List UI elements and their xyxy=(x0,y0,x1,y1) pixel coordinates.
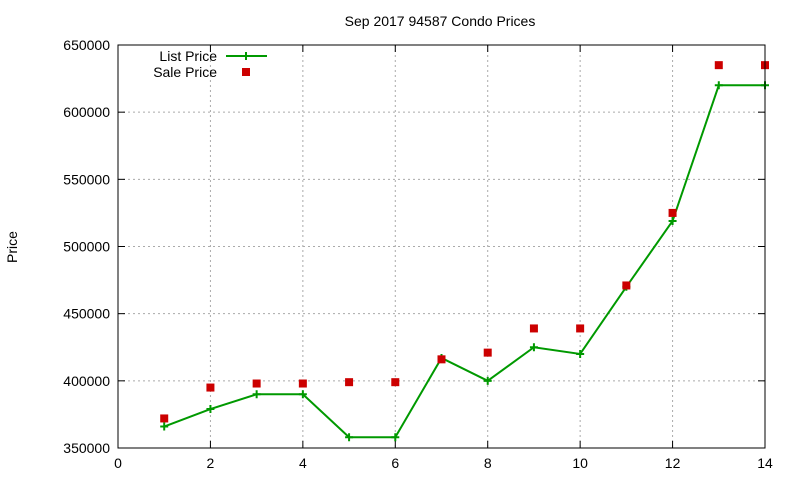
list-price-point xyxy=(668,216,677,225)
list-price-point xyxy=(206,405,215,414)
sale-price-point xyxy=(576,324,585,333)
sale-price-point xyxy=(252,379,261,388)
plot-frame xyxy=(117,44,766,449)
y-tick-label: 600000 xyxy=(63,104,110,120)
x-tick-label: 8 xyxy=(484,455,492,471)
legend-swatch-sale-price xyxy=(242,68,250,76)
list-price-point xyxy=(345,433,354,442)
x-tick-label: 14 xyxy=(757,455,773,471)
legend-label-list-price: List Price xyxy=(159,48,217,64)
legend-label-sale-price: Sale Price xyxy=(153,64,217,80)
sale-price-point xyxy=(529,324,538,333)
y-tick-label: 400000 xyxy=(63,373,110,389)
sale-price-point xyxy=(437,355,446,364)
x-tick-label: 10 xyxy=(572,455,588,471)
list-price-point xyxy=(252,390,261,399)
y-tick-label: 550000 xyxy=(63,171,110,187)
list-price-point xyxy=(391,433,400,442)
y-tick-label: 450000 xyxy=(63,306,110,322)
x-tick-label: 6 xyxy=(391,455,399,471)
x-tick-label: 4 xyxy=(299,455,307,471)
y-tick-label: 650000 xyxy=(63,37,110,53)
sale-price-point xyxy=(622,281,631,290)
y-tick-label: 350000 xyxy=(63,440,110,456)
ticks: 0 2 4 6 8 10 12 14 350000 400000 450000 500000 55000… xyxy=(63,37,773,471)
sale-price-point xyxy=(298,379,307,388)
y-axis-label: Price xyxy=(4,231,20,263)
list-price-point xyxy=(714,81,723,90)
list-price-point xyxy=(529,343,538,352)
series xyxy=(160,61,769,442)
list-price-point xyxy=(298,390,307,399)
sale-price-point xyxy=(345,378,354,387)
list-price-point xyxy=(483,376,492,385)
sale-price-point xyxy=(668,208,677,217)
sale-price-point xyxy=(160,414,169,423)
sale-price-point xyxy=(391,378,400,387)
legend-marker-list-price xyxy=(242,52,250,60)
list-price-line xyxy=(163,84,765,439)
x-tick-label: 12 xyxy=(665,455,681,471)
sale-price-point xyxy=(483,348,492,357)
y-tick-label: 500000 xyxy=(63,239,110,255)
grid xyxy=(118,45,765,448)
list-price-point xyxy=(160,422,169,431)
chart-title: Sep 2017 94587 Condo Prices xyxy=(345,13,536,29)
sale-price-point xyxy=(206,383,215,392)
list-price-point xyxy=(576,349,585,358)
x-tick-label: 0 xyxy=(114,455,122,471)
sale-price-point xyxy=(714,61,723,70)
x-tick-label: 2 xyxy=(207,455,215,471)
